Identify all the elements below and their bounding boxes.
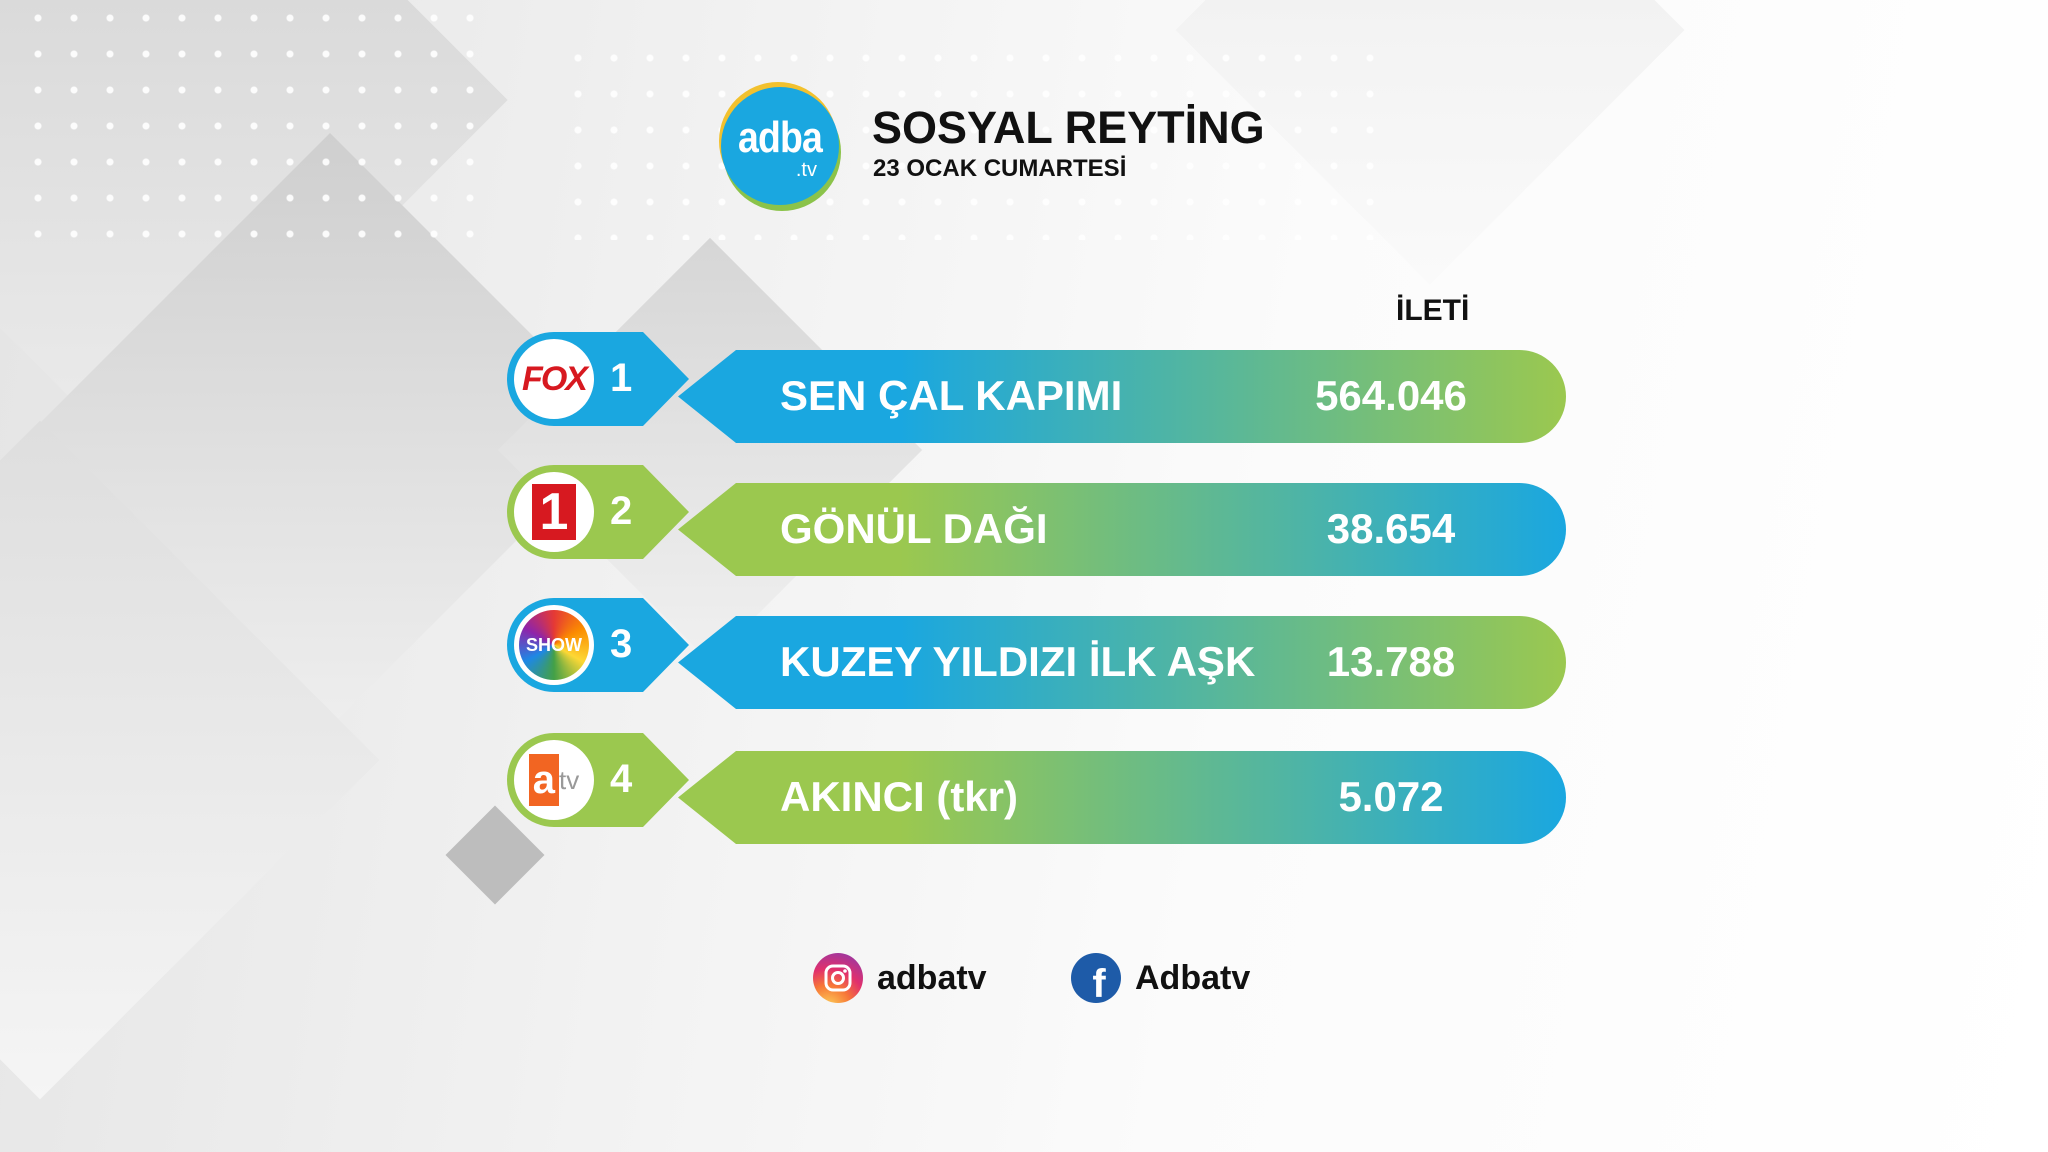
rank-number: 2 [610, 489, 633, 533]
instagram-handle: adbatv [877, 958, 987, 997]
ranking-bar [678, 483, 1566, 576]
program-name: GÖNÜL DAĞI [780, 505, 1048, 552]
fox-logo: FOX [514, 339, 594, 419]
instagram-link[interactable]: adbatv [813, 953, 987, 1003]
program-name: SEN ÇAL KAPIMI [780, 372, 1123, 419]
column-header-ileti: İLETİ [1396, 294, 1470, 327]
post-count: 38.654 [1326, 505, 1456, 552]
page-subtitle: 23 OCAK CUMARTESİ [873, 155, 1127, 182]
show-tv-logo: SHOW [514, 605, 594, 685]
ranking-row: a tv 4 AKINCI (tkr) 5.072 [0, 733, 2048, 844]
facebook-link[interactable]: f Adbatv [1071, 953, 1250, 1003]
post-count: 13.788 [1326, 638, 1456, 685]
facebook-handle: Adbatv [1135, 958, 1251, 997]
ranking-bar [678, 616, 1566, 709]
ranking-bar [678, 751, 1566, 844]
rank-number: 4 [610, 757, 633, 801]
atv-logo: a tv [514, 740, 594, 820]
adba-logo: adba .tv [721, 87, 839, 205]
star-tv-1-logo: 1 [514, 472, 594, 552]
program-name: KUZEY YILDIZI İLK AŞK [780, 638, 1256, 685]
post-count: 564.046 [1315, 372, 1467, 419]
ranking-row: FOX 1 SEN ÇAL KAPIMI 564.046 [0, 332, 2048, 443]
instagram-icon [813, 953, 863, 1003]
program-name: AKINCI (tkr) [780, 773, 1018, 820]
rank-number: 3 [610, 622, 633, 666]
ranking-row: 1 2 GÖNÜL DAĞI 38.654 [0, 465, 2048, 576]
rank-number: 1 [610, 356, 633, 400]
ranking-row: SHOW 3 KUZEY YILDIZI İLK AŞK 13.788 [0, 598, 2048, 709]
post-count: 5.072 [1338, 773, 1444, 820]
facebook-icon: f [1071, 953, 1121, 1003]
ranking-bar [678, 350, 1566, 443]
page-title: SOSYAL REYTİNG [872, 102, 1265, 153]
